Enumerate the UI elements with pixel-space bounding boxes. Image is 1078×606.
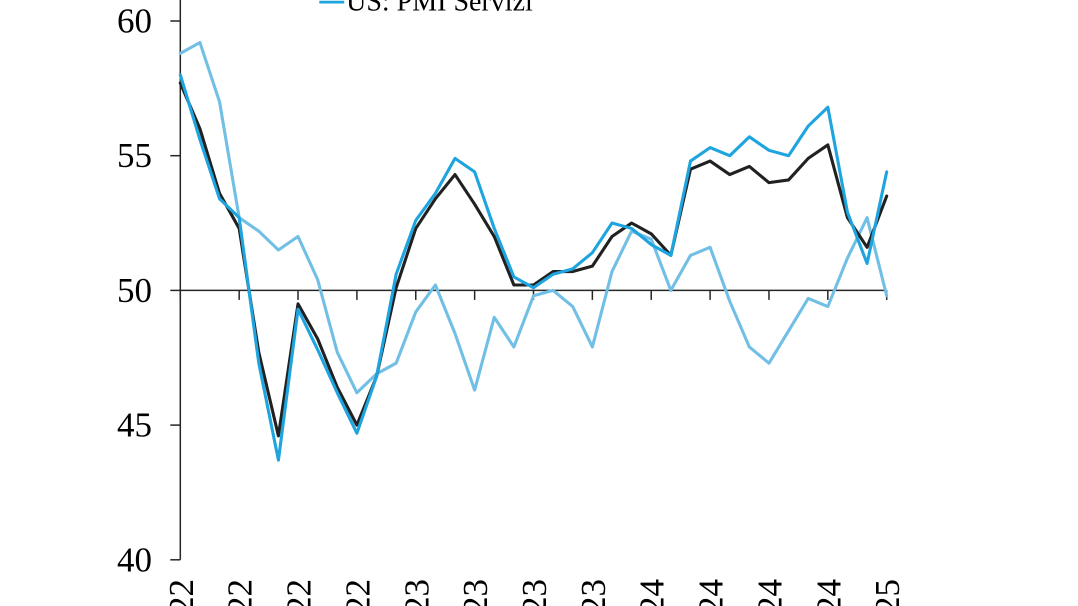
svg-text:40: 40 — [117, 540, 152, 579]
svg-text:set-22: set-22 — [280, 579, 319, 606]
svg-text:giu-24: giu-24 — [692, 579, 731, 606]
svg-text:45: 45 — [117, 406, 152, 445]
svg-text:55: 55 — [117, 136, 152, 175]
svg-text:mar-25: mar-25 — [868, 579, 907, 606]
svg-text:mar-24: mar-24 — [633, 579, 672, 606]
svg-text:mar-23: mar-23 — [397, 579, 436, 606]
svg-text:50: 50 — [117, 271, 152, 310]
svg-text:set-24: set-24 — [750, 579, 789, 606]
svg-text:dic-24: dic-24 — [809, 579, 848, 606]
svg-text:US: PMI Servizi: US: PMI Servizi — [346, 0, 533, 18]
svg-text:giu-22: giu-22 — [221, 579, 260, 606]
svg-text:giu-23: giu-23 — [456, 579, 495, 606]
svg-text:dic-22: dic-22 — [338, 579, 377, 606]
svg-text:mar-22: mar-22 — [162, 579, 201, 606]
svg-text:set-23: set-23 — [515, 579, 554, 606]
svg-text:60: 60 — [117, 2, 152, 41]
svg-text:dic-23: dic-23 — [574, 579, 613, 606]
